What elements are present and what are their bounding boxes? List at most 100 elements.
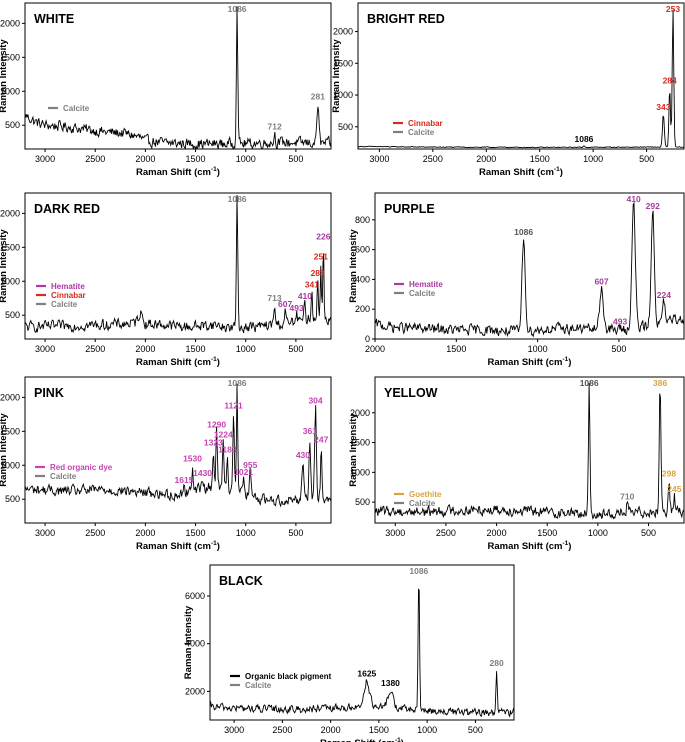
x-tick-label: 2500 xyxy=(423,154,443,164)
chart-title: BRIGHT RED xyxy=(367,12,445,26)
legend-label: Hematite xyxy=(409,280,443,289)
peak-label: 361 xyxy=(303,426,317,436)
y-axis-label: Raman Intensity xyxy=(0,413,9,487)
peak-label: 955 xyxy=(243,460,257,470)
y-tick-label: 1500 xyxy=(333,58,353,68)
spectrum-line xyxy=(209,588,515,718)
peak-label: 1380 xyxy=(381,678,400,688)
y-tick-label: 500 xyxy=(355,497,370,507)
peak-label: 284 xyxy=(663,75,677,85)
y-tick-label: 1000 xyxy=(0,86,20,96)
peak-label: 1615 xyxy=(175,475,194,485)
chart-title: PINK xyxy=(34,386,64,400)
peak-label: 493 xyxy=(289,303,303,313)
peak-label: 1625 xyxy=(357,669,376,679)
plot-frame xyxy=(24,192,332,340)
y-tick-label: 1000 xyxy=(333,90,353,100)
spectrum-line xyxy=(24,6,332,151)
peak-label: 1086 xyxy=(574,134,593,144)
peak-label: 283 xyxy=(311,268,325,278)
peak-label: 341 xyxy=(305,279,319,289)
y-tick-label: 500 xyxy=(338,122,353,132)
x-tick-label: 1000 xyxy=(528,344,548,354)
chart-white: 3000 2500 2000 1500 1000 500 500 1000 1500 2000 WH… xyxy=(0,2,332,178)
y-tick-label: 6000 xyxy=(185,591,205,601)
x-axis-label: Raman Shift (cm-1) xyxy=(479,166,563,178)
plot-frame xyxy=(374,376,685,524)
plot-frame xyxy=(24,376,332,524)
peak-label: 1224 xyxy=(214,430,233,440)
x-tick-label: 2500 xyxy=(85,154,105,164)
peak-label: 226 xyxy=(316,231,330,241)
x-tick-label: 1000 xyxy=(236,154,256,164)
x-tick-label: 2500 xyxy=(436,528,456,538)
y-tick-label: 500 xyxy=(5,120,20,130)
peak-label: 1323 xyxy=(204,438,223,448)
x-tick-label: 1500 xyxy=(186,344,206,354)
y-tick-label: 2000 xyxy=(0,208,20,218)
legend-label: Goethite xyxy=(409,490,442,499)
x-tick-label: 1500 xyxy=(186,154,206,164)
chart-bright-red: 3000 2500 2000 1500 1000 500 500 1000 1500 2000 BR… xyxy=(331,2,685,178)
y-axis-label: Raman Intensity xyxy=(0,39,9,113)
x-tick-label: 500 xyxy=(288,528,303,538)
y-axis-label: Raman Intensity xyxy=(183,605,194,679)
plot-frame xyxy=(24,2,332,150)
chart-purple: 2000 1500 1000 500 0 200 400 600 800 PURPLE Raman … xyxy=(348,192,685,368)
x-tick-label: 2000 xyxy=(321,725,341,735)
peak-label: 713 xyxy=(267,293,281,303)
chart-black: 3000 2500 2000 1500 1000 500 2000 4000 6000 BLACK… xyxy=(183,564,515,742)
x-tick-label: 500 xyxy=(468,725,483,735)
peak-label: 712 xyxy=(268,121,282,131)
x-tick-label: 500 xyxy=(611,344,626,354)
peak-label: 1430 xyxy=(193,468,212,478)
peak-label: 1290 xyxy=(207,419,226,429)
y-tick-label: 400 xyxy=(355,274,370,284)
peak-label: 1086 xyxy=(409,566,428,576)
peak-label: 304 xyxy=(308,396,322,406)
peak-label: 1086 xyxy=(228,378,247,388)
x-tick-label: 2000 xyxy=(476,154,496,164)
x-tick-label: 2500 xyxy=(272,725,292,735)
spectrum-line xyxy=(374,382,685,520)
chart-title: YELLOW xyxy=(384,386,438,400)
x-tick-label: 3000 xyxy=(369,154,389,164)
peak-label: 1086 xyxy=(228,194,247,204)
y-tick-label: 500 xyxy=(5,310,20,320)
y-tick-label: 4000 xyxy=(185,639,205,649)
y-tick-label: 800 xyxy=(355,215,370,225)
spectrum-line xyxy=(374,201,685,338)
x-tick-label: 1500 xyxy=(369,725,389,735)
y-tick-label: 2000 xyxy=(0,392,20,402)
y-tick-label: 2000 xyxy=(333,27,353,37)
peak-label: 1530 xyxy=(183,453,202,463)
peak-label: 1021 xyxy=(234,467,253,477)
plot-frame xyxy=(209,564,515,721)
legend-label: Calcite xyxy=(408,128,435,137)
x-tick-label: 500 xyxy=(288,154,303,164)
peak-label: 224 xyxy=(657,290,671,300)
peak-label: 430 xyxy=(296,450,310,460)
y-tick-label: 1500 xyxy=(0,426,20,436)
y-tick-label: 600 xyxy=(355,245,370,255)
x-tick-label: 1500 xyxy=(446,344,466,354)
peak-label: 386 xyxy=(653,378,667,388)
peak-label: 1086 xyxy=(580,378,599,388)
legend-label: Organic black pigment xyxy=(245,672,332,681)
legend-label: Calcite xyxy=(50,472,77,481)
x-axis-label: Raman Shift (cm-1) xyxy=(136,540,220,552)
x-axis-label: Raman Shift (cm-1) xyxy=(136,356,220,368)
y-axis-label: Raman Intensity xyxy=(348,229,359,303)
chart-pink: 3000 2500 2000 1500 1000 500 500 1000 1500 2000 PI… xyxy=(0,376,332,552)
legend-label: Cinnabar xyxy=(408,119,443,128)
y-tick-label: 2000 xyxy=(350,408,370,418)
y-tick-label: 500 xyxy=(5,494,20,504)
y-tick-label: 1500 xyxy=(0,242,20,252)
x-tick-label: 1000 xyxy=(417,725,437,735)
peak-label: 251 xyxy=(314,252,328,262)
x-tick-label: 2000 xyxy=(365,344,385,354)
x-tick-label: 2500 xyxy=(85,528,105,538)
plot-frame xyxy=(374,192,685,340)
x-tick-label: 2000 xyxy=(135,344,155,354)
